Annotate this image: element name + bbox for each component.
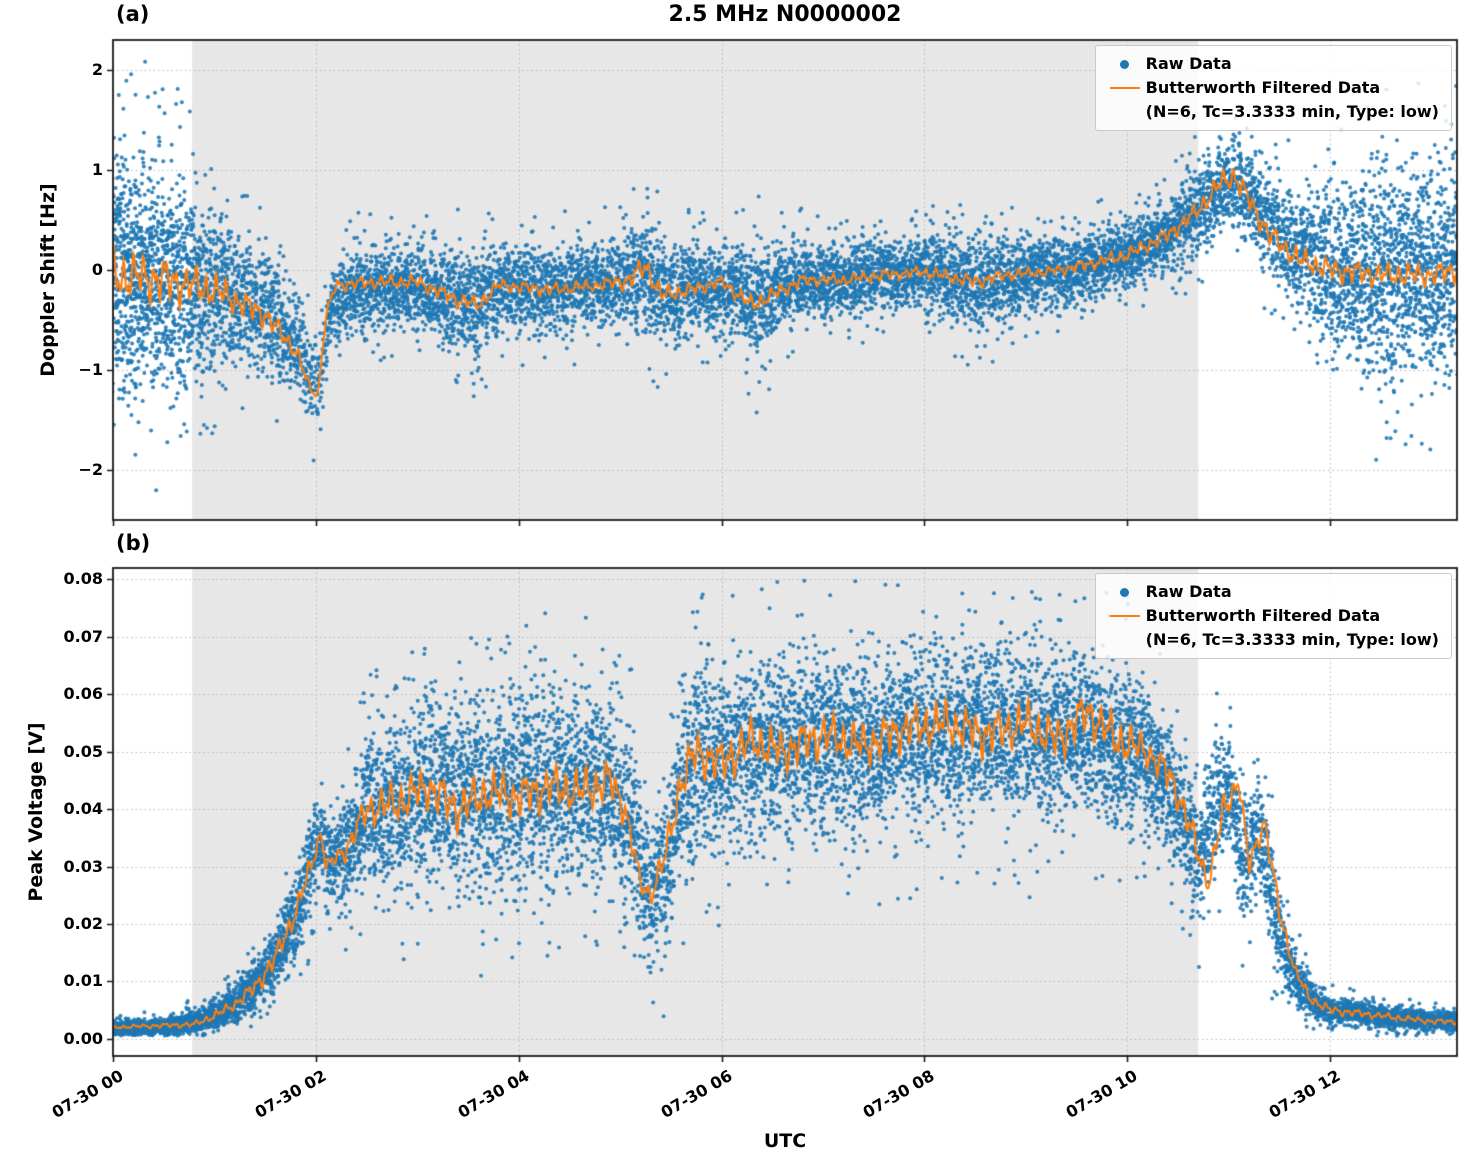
y-tick-label-a: −2: [78, 460, 103, 479]
legend-entry-raw: Raw Data: [1104, 52, 1439, 76]
raw-data-marker-icon: [1104, 580, 1146, 604]
legend-panel-b: Raw Data Butterworth Filtered Data (N=6,…: [1094, 573, 1452, 659]
y-tick-label-b: 0.06: [63, 684, 103, 704]
legend-raw-label: Raw Data: [1145, 54, 1232, 73]
filtered-line-marker-icon: [1104, 76, 1146, 100]
legend-filtered-label-line1: Butterworth Filtered Data: [1145, 606, 1381, 625]
y-tick-label-b: 0.08: [63, 569, 103, 589]
y-tick-label-a: 1: [91, 160, 103, 179]
panel-a-label: (a): [116, 2, 150, 26]
y-tick-label-b: 0.02: [63, 913, 103, 933]
filtered-line-marker-icon: [1104, 604, 1146, 628]
y-tick-label-b: 0.00: [63, 1028, 103, 1048]
y-tick-label-b: 0.04: [63, 799, 103, 819]
legend-panel-a: Raw Data Butterworth Filtered Data (N=6,…: [1094, 45, 1452, 131]
legend-raw-label: Raw Data: [1145, 582, 1232, 601]
legend-filtered-label-line1: Butterworth Filtered Data: [1145, 78, 1381, 97]
y-tick-label-b: 0.03: [63, 856, 103, 876]
legend-entry-filtered: Butterworth Filtered Data (N=6, Tc=3.333…: [1104, 604, 1439, 652]
panel-b-label: (b): [116, 531, 151, 555]
raw-data-marker-icon: [1104, 52, 1146, 76]
y-tick-label-a: 0: [91, 260, 103, 279]
legend-filtered-label-line2: (N=6, Tc=3.3333 min, Type: low): [1145, 630, 1439, 649]
y-tick-label-a: 2: [91, 60, 103, 79]
legend-entry-filtered: Butterworth Filtered Data (N=6, Tc=3.333…: [1104, 76, 1439, 124]
y-tick-label-a: −1: [78, 360, 103, 379]
figure-title: 2.5 MHz N0000002: [668, 2, 902, 27]
y-tick-label-b: 0.05: [63, 741, 103, 761]
x-axis-label: UTC: [763, 1130, 807, 1152]
legend-entry-raw: Raw Data: [1104, 580, 1439, 604]
y-tick-label-b: 0.01: [63, 971, 103, 991]
legend-filtered-label-line2: (N=6, Tc=3.3333 min, Type: low): [1145, 102, 1439, 121]
y-tick-label-b: 0.07: [63, 626, 103, 646]
